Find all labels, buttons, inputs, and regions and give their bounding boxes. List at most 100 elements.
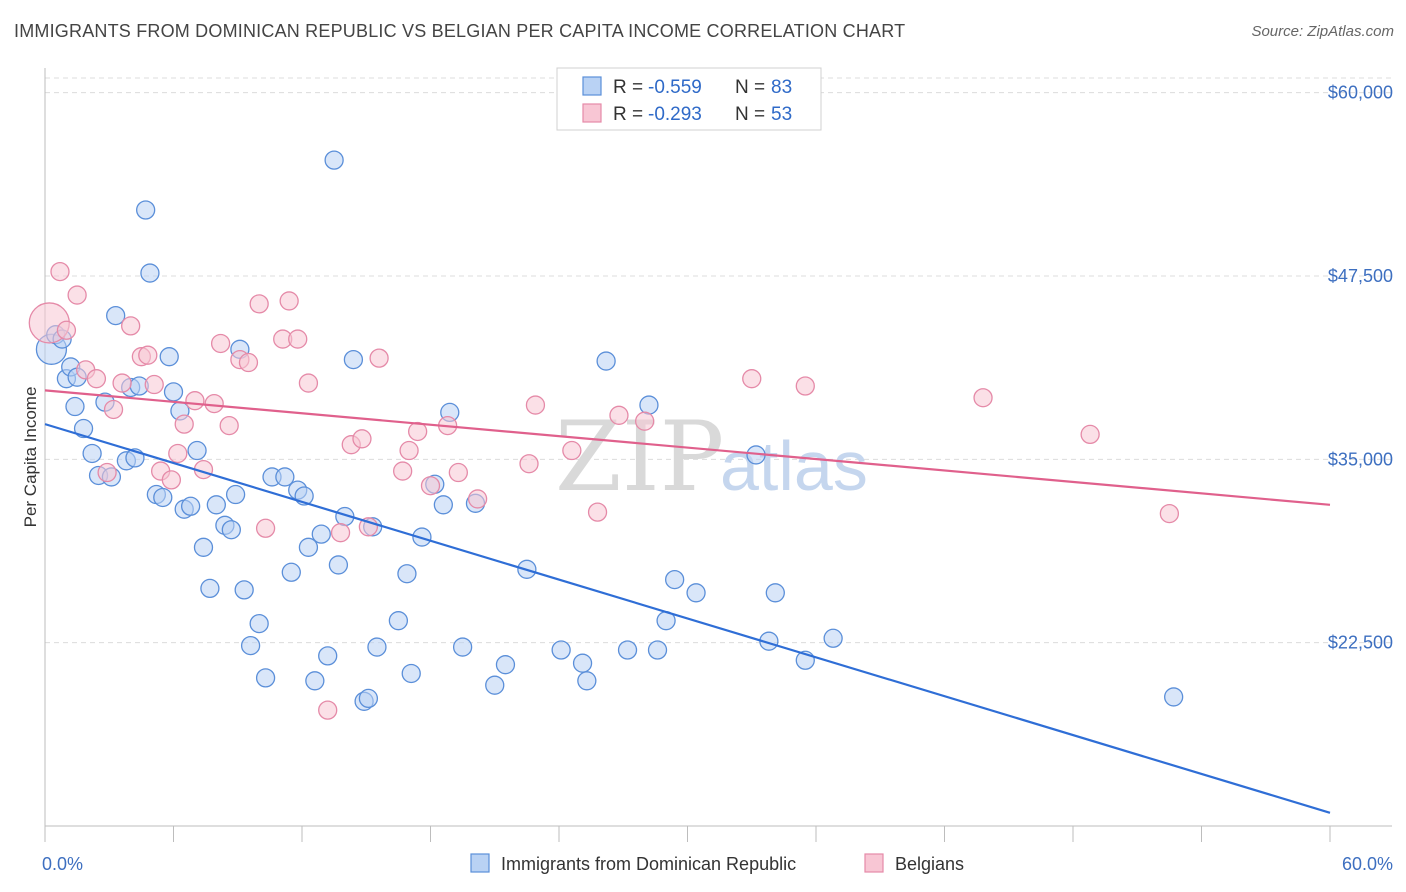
belgian-point bbox=[255, 518, 276, 538]
belgian-point bbox=[420, 476, 441, 496]
belgian-trend-line bbox=[44, 389, 1331, 506]
legend-swatch-blue bbox=[582, 76, 602, 96]
dominican-point bbox=[665, 569, 685, 590]
y-tick-label: $22,500 bbox=[1328, 633, 1393, 653]
dominican-point bbox=[452, 637, 473, 657]
belgian-point bbox=[467, 489, 488, 509]
bottom-legend-swatch-pink bbox=[864, 853, 884, 873]
dominican-point bbox=[163, 382, 184, 402]
dominican-point bbox=[234, 580, 254, 600]
dominican-point bbox=[328, 555, 349, 575]
bottom-legend: Immigrants from Dominican Republic Belgi… bbox=[470, 853, 964, 874]
y-axis-label: Per Capita Income bbox=[21, 387, 40, 528]
series-belgian-points bbox=[28, 261, 1180, 720]
belgian-point bbox=[1080, 424, 1100, 445]
belgian-point bbox=[174, 414, 194, 434]
dominican-point bbox=[572, 653, 593, 673]
x-tick-label: 0.0% bbox=[42, 854, 83, 874]
belgian-point bbox=[103, 399, 124, 420]
dominican-point bbox=[240, 635, 261, 656]
bottom-legend-label-1: Immigrants from Dominican Republic bbox=[501, 854, 796, 874]
dominican-point bbox=[82, 443, 102, 464]
dominican-point bbox=[551, 640, 571, 660]
dominican-point bbox=[358, 688, 379, 709]
belgian-point bbox=[298, 373, 319, 393]
dominican-point bbox=[401, 663, 421, 684]
dominican-point bbox=[324, 150, 344, 170]
dominican-point bbox=[367, 637, 387, 657]
belgian-point bbox=[393, 461, 413, 481]
belgian-point bbox=[138, 345, 158, 365]
dominican-point bbox=[823, 628, 843, 648]
belgian-point bbox=[318, 700, 338, 720]
belgian-point bbox=[519, 454, 539, 474]
dominican-point bbox=[153, 487, 173, 508]
trend-lines bbox=[44, 389, 1331, 814]
dominican-point bbox=[275, 467, 295, 487]
x-tick-labels: 0.0% 60.0% bbox=[42, 854, 1393, 874]
belgian-point bbox=[56, 320, 77, 340]
chart-source: Source: ZipAtlas.com bbox=[1251, 23, 1394, 40]
dominican-point bbox=[577, 671, 597, 691]
dominican-point bbox=[639, 395, 659, 415]
belgian-point bbox=[562, 440, 582, 461]
belgian-point bbox=[525, 395, 546, 415]
legend-r-label-2: R = bbox=[613, 104, 643, 125]
dominican-point bbox=[140, 263, 160, 283]
dominican-point bbox=[65, 396, 85, 417]
dominican-point bbox=[433, 495, 454, 515]
dominican-point bbox=[249, 613, 269, 634]
belgian-point bbox=[168, 443, 188, 464]
belgian-point bbox=[587, 502, 608, 522]
dominican-point bbox=[388, 611, 409, 631]
y-tick-labels: $22,500 $35,000 $47,500 $60,000 bbox=[1328, 83, 1393, 653]
belgian-point bbox=[97, 462, 117, 483]
belgian-point bbox=[742, 369, 762, 389]
belgian-point bbox=[973, 388, 993, 408]
dominican-point bbox=[187, 440, 207, 461]
dominican-point bbox=[485, 675, 505, 695]
belgian-point bbox=[50, 261, 70, 282]
belgian-point bbox=[204, 393, 224, 414]
dominican-point bbox=[311, 524, 331, 544]
dominican-point bbox=[281, 562, 301, 582]
belgian-point bbox=[795, 376, 815, 396]
dominican-point bbox=[617, 640, 638, 660]
dominican-point bbox=[495, 655, 516, 675]
dominican-point bbox=[647, 640, 668, 660]
dominican-point bbox=[159, 347, 179, 367]
belgian-point bbox=[352, 429, 372, 449]
belgian-point bbox=[144, 374, 164, 395]
legend-r-value-2: -0.293 bbox=[648, 104, 702, 125]
belgian-point bbox=[288, 329, 308, 349]
dominican-point bbox=[136, 200, 156, 220]
legend-n-label-2: N = bbox=[735, 104, 765, 125]
dominican-trend-line bbox=[44, 423, 1331, 814]
dominican-point bbox=[298, 537, 319, 557]
belgian-point bbox=[609, 405, 629, 425]
dominican-point bbox=[225, 484, 246, 505]
belgian-point bbox=[112, 373, 132, 393]
belgian-point bbox=[185, 391, 205, 411]
belgian-point bbox=[219, 415, 239, 436]
bottom-legend-swatch-blue bbox=[470, 853, 490, 873]
dominican-point bbox=[397, 564, 417, 584]
y-tick-label: $60,000 bbox=[1328, 83, 1393, 103]
chart-title: IMMIGRANTS FROM DOMINICAN REPUBLIC VS BE… bbox=[14, 21, 906, 41]
belgian-point bbox=[369, 348, 389, 368]
dominican-point bbox=[305, 671, 325, 691]
belgian-point bbox=[67, 285, 87, 305]
y-tick-label: $35,000 bbox=[1328, 449, 1393, 469]
belgian-point bbox=[635, 411, 655, 431]
belgian-point bbox=[448, 462, 468, 483]
dominican-point bbox=[255, 668, 276, 688]
dominican-point bbox=[193, 537, 214, 557]
belgian-point bbox=[407, 421, 428, 442]
legend-n-value-2: 53 bbox=[771, 104, 792, 125]
dominican-point bbox=[106, 305, 126, 326]
legend-swatch-pink bbox=[582, 103, 602, 123]
belgian-point bbox=[210, 333, 231, 354]
belgian-point bbox=[330, 523, 351, 543]
y-tick-label: $47,500 bbox=[1328, 266, 1393, 286]
